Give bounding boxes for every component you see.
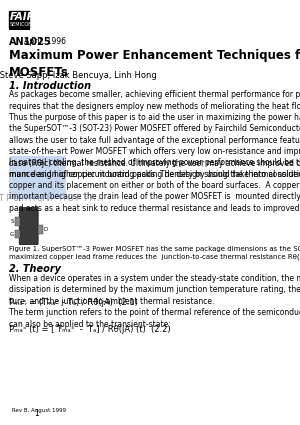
Bar	[38, 225, 43, 234]
Text: Pₘₐˣ = (Tₘₐˣ - Tₐ) / Rθ(jA)  (2.1): Pₘₐˣ = (Tₘₐˣ - Tₐ) / Rθ(jA) (2.1)	[9, 298, 138, 307]
Text: Maximum Power Enhancement Techniques for SuperSOT™-3 Power
MOSFETs: Maximum Power Enhancement Techniques for…	[9, 49, 300, 79]
Bar	[9, 11, 29, 28]
Text: Alan Li, Brij Mohan, Steve Sapp, Izak Bencuya, Linh Hong: Alan Li, Brij Mohan, Steve Sapp, Izak Be…	[0, 71, 157, 79]
Text: Pₘₐˣ (t) = [ Tₘₐˣ  -  Tₐ] / Rθ(jA) (t)  (2.2): Pₘₐˣ (t) = [ Tₘₐˣ - Tₐ] / Rθ(jA) (t) (2.…	[9, 325, 171, 334]
Text: April, 1996: April, 1996	[23, 37, 65, 46]
Text: AN1025: AN1025	[9, 37, 52, 48]
Text: As packages become smaller, achieving efficient thermal performance for power ap: As packages become smaller, achieving ef…	[9, 90, 300, 179]
Text: 1: 1	[34, 409, 39, 418]
Bar	[9, 156, 66, 199]
Text: 2. Theory: 2. Theory	[9, 264, 61, 275]
Bar	[15, 230, 20, 238]
Text: З Л Е К Т Р О Н Н Ы Й   П О Р Т А Л: З Л Е К Т Р О Н Н Ы Й П О Р Т А Л	[0, 194, 103, 204]
Text: The term junction refers to the point of thermal reference of the semiconductor.: The term junction refers to the point of…	[9, 308, 300, 329]
FancyBboxPatch shape	[19, 208, 38, 244]
Text: When a device operates in a system under the steady-state condition, the maximum: When a device operates in a system under…	[9, 274, 300, 306]
Text: SEMICONDUCTOR™: SEMICONDUCTOR™	[10, 22, 58, 27]
Text: In natural cooling, the method of improving power performance should be the used: In natural cooling, the method of improv…	[9, 158, 300, 213]
Text: G: G	[10, 232, 14, 237]
Bar	[15, 217, 20, 226]
Text: 1. Introduction: 1. Introduction	[9, 81, 92, 91]
Text: S: S	[11, 219, 14, 224]
Text: Rev B, August 1999: Rev B, August 1999	[11, 408, 65, 413]
Text: Figure 1. SuperSOT™-3 Power MOSFET has the same package dimensions as the SOT-23: Figure 1. SuperSOT™-3 Power MOSFET has t…	[9, 246, 300, 261]
Text: D: D	[43, 227, 47, 232]
Text: FAIRCHILD: FAIRCHILD	[10, 11, 70, 22]
